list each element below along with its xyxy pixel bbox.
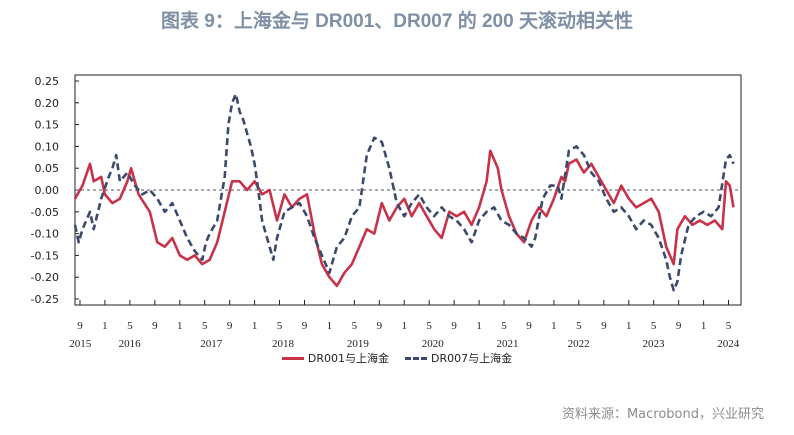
- x-year-label: 2016: [119, 338, 142, 350]
- x-tick-label: 1: [476, 320, 482, 332]
- x-tick-label: 5: [202, 320, 208, 332]
- legend-swatch-dr007: [405, 356, 427, 360]
- y-tick-label: -0.15: [31, 249, 59, 262]
- series-layer: [73, 92, 735, 292]
- x-tick-label: 9: [676, 320, 682, 332]
- y-tick-label: -0.10: [31, 228, 59, 241]
- legend-label-dr007: DR007与上海金: [431, 352, 513, 365]
- x-tick-label: 5: [127, 320, 133, 332]
- series-line-dr007: [73, 92, 735, 292]
- x-tick-label: 5: [576, 320, 582, 332]
- x-tick-label: 9: [451, 320, 457, 332]
- x-tick-label: 9: [302, 320, 308, 332]
- x-year-label: 2018: [272, 338, 295, 350]
- chart-title: 图表 9：上海金与 DR001、DR007 的 200 天滚动相关性: [161, 11, 633, 32]
- x-tick-label: 1: [551, 320, 557, 332]
- y-tick-label: 0.00: [35, 184, 60, 197]
- legend-label-dr001: DR001与上海金: [307, 352, 389, 365]
- x-tick-label: 5: [501, 320, 507, 332]
- y-tick-label: 0.20: [35, 97, 60, 110]
- x-tick-label: 5: [726, 320, 732, 332]
- x-tick-label: 5: [426, 320, 432, 332]
- series-line-dr001: [73, 149, 735, 288]
- x-tick-label: 9: [227, 320, 233, 332]
- x-tick-label: 1: [327, 320, 333, 332]
- legend-item-dr007: DR007与上海金: [405, 350, 512, 366]
- y-tick-label: 0.25: [35, 75, 60, 88]
- x-tick-label: 9: [526, 320, 532, 332]
- y-tick-label: -0.05: [31, 206, 59, 219]
- x-tick-label: 1: [402, 320, 408, 332]
- x-tick-label: 1: [701, 320, 707, 332]
- legend-swatch-dr001: [281, 356, 304, 360]
- x-year-label: 2020: [422, 338, 445, 350]
- x-year-label: 2024: [717, 338, 740, 350]
- y-tick-label: 0.10: [35, 140, 60, 153]
- x-year-label: 2017: [200, 338, 223, 350]
- x-year-label: 2019: [347, 338, 370, 350]
- x-tick-label: 1: [102, 320, 108, 332]
- x-tick-label: 9: [77, 320, 83, 332]
- x-tick-label: 1: [177, 320, 183, 332]
- y-tick-label: 0.15: [35, 119, 60, 132]
- source-note: 资料来源：Macrobond，兴业研究: [561, 407, 764, 422]
- x-tick-label: 1: [252, 320, 258, 332]
- y-tick-label: 0.05: [35, 162, 60, 175]
- y-tick-label: -0.20: [31, 271, 59, 284]
- axis-layer: 0.25 0.20 0.15 0.10 0.05 0.00 -0.05 -0.10 -0.15 -…: [31, 74, 742, 350]
- x-year-label: 2022: [568, 338, 590, 350]
- x-year-label: 2021: [497, 338, 519, 350]
- x-tick-label: 5: [352, 320, 358, 332]
- x-tick-label: 9: [152, 320, 158, 332]
- x-tick-label: 1: [626, 320, 632, 332]
- x-year-label: 2023: [642, 338, 665, 350]
- legend: DR001与上海金 DR007与上海金: [0, 350, 794, 366]
- x-tick-label: 5: [277, 320, 283, 332]
- x-year-label: 2015: [69, 338, 92, 350]
- x-tick-label: 9: [601, 320, 607, 332]
- y-tick-label: -0.25: [31, 293, 59, 306]
- x-tick-label: 9: [377, 320, 383, 332]
- legend-item-dr001: DR001与上海金: [281, 350, 389, 366]
- x-tick-label: 5: [651, 320, 657, 332]
